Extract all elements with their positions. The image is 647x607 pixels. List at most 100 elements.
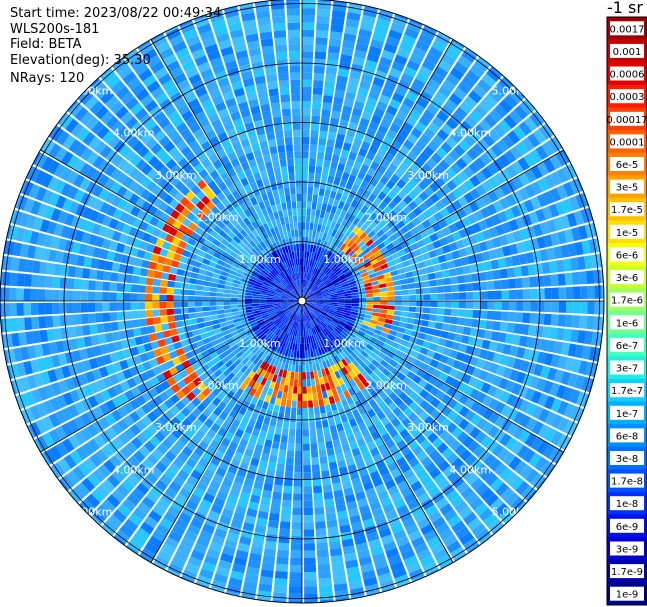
gate-cell: [510, 205, 522, 218]
gate-cell: [357, 251, 366, 259]
gate-cell: [344, 303, 352, 306]
gate-cell: [279, 528, 290, 537]
gate-cell: [341, 280, 349, 286]
gate-cell: [475, 184, 487, 197]
gate-cell: [570, 257, 579, 271]
gate-cell: [332, 103, 343, 113]
gate-cell: [340, 383, 348, 392]
gate-cell: [515, 480, 530, 496]
gate-cell: [259, 576, 273, 585]
gate-cell: [174, 281, 182, 289]
gate-cell: [432, 134, 445, 147]
gate-cell: [290, 414, 296, 423]
gate-cell: [340, 265, 348, 272]
gate-cell: [546, 247, 556, 261]
gate-cell: [588, 188, 601, 204]
gate-cell: [427, 140, 440, 152]
gate-cell: [593, 269, 602, 284]
gate-cell: [453, 144, 466, 157]
gate-cell: [365, 384, 374, 393]
gate-cell: [329, 540, 342, 550]
gate-cell: [594, 301, 602, 315]
gate-cell: [452, 187, 463, 199]
gate-cell: [329, 322, 337, 328]
gate-cell: [344, 229, 352, 238]
gate-cell: [402, 376, 412, 386]
gate-cell: [319, 239, 325, 248]
gate-cell: [557, 417, 570, 432]
gate-cell: [326, 315, 333, 321]
gate-cell: [321, 289, 329, 294]
gate-cell: [2, 287, 10, 301]
gate-cell: [557, 230, 567, 245]
gate-cell: [324, 80, 335, 90]
gate-cell: [343, 309, 351, 314]
gate-cell: [424, 393, 435, 404]
gate-cell: [161, 575, 178, 588]
gate-cell: [400, 445, 412, 456]
gate-cell: [313, 370, 319, 379]
gate-cell: [343, 288, 351, 292]
gate-cell: [572, 286, 581, 299]
gate-cell: [319, 181, 327, 190]
gate-cell: [422, 287, 431, 294]
gate-cell: [94, 291, 103, 301]
gate-cell: [376, 339, 385, 347]
gate-cell: [339, 119, 349, 129]
gate-cell: [365, 250, 374, 258]
gate-cell: [260, 569, 274, 578]
gate-cell: [416, 96, 429, 109]
gate-cell: [452, 414, 464, 426]
gate-cell: [543, 190, 555, 205]
gate-cell: [296, 422, 302, 430]
gate-cell: [297, 315, 300, 323]
gate-cell: [102, 292, 110, 301]
gate-cell: [216, 301, 224, 306]
gate-cell: [345, 457, 355, 467]
gate-cell: [368, 399, 378, 409]
gate-cell: [312, 471, 321, 480]
gate-cell: [303, 307, 306, 315]
gate-cell: [228, 577, 243, 588]
gate-cell: [304, 244, 308, 252]
gate-cell: [138, 285, 146, 293]
gate-cell: [511, 255, 521, 266]
gate-cell: [409, 109, 422, 121]
gate-cell: [312, 267, 317, 275]
gate-cell: [307, 291, 313, 297]
gate-cell: [137, 293, 146, 301]
gate-cell: [313, 326, 319, 334]
gate-cell: [277, 549, 289, 558]
gate-cell: [321, 274, 328, 281]
gate-cell: [336, 289, 344, 294]
gate-cell: [316, 224, 322, 232]
gate-cell: [312, 363, 317, 372]
gate-cell: [337, 233, 345, 241]
gate-cell: [290, 350, 295, 358]
gate-cell: [419, 326, 428, 334]
gate-cell: [578, 271, 588, 285]
gate-cell: [398, 402, 408, 412]
gate-cell: [317, 246, 323, 255]
gate-cell: [347, 344, 356, 352]
gate-cell: [315, 363, 321, 371]
gate-cell: [481, 166, 493, 180]
gate-cell: [310, 320, 315, 327]
gate-cell: [505, 471, 519, 486]
gate-cell: [423, 529, 438, 542]
gate-cell: [508, 243, 519, 255]
gate-cell: [316, 325, 322, 332]
gate-cell: [360, 164, 370, 174]
gate-cell: [485, 239, 495, 250]
gate-cell: [404, 328, 413, 336]
gate-cell: [390, 468, 402, 479]
gate-cell: [144, 22, 161, 36]
gate-cell: [271, 440, 280, 450]
gate-cell: [188, 313, 197, 319]
gate-cell: [388, 346, 398, 354]
gate-cell: [196, 279, 205, 286]
gate-cell: [325, 269, 333, 276]
gate-cell: [209, 287, 218, 292]
gate-cell: [333, 222, 341, 231]
gate-cell: [550, 116, 565, 132]
